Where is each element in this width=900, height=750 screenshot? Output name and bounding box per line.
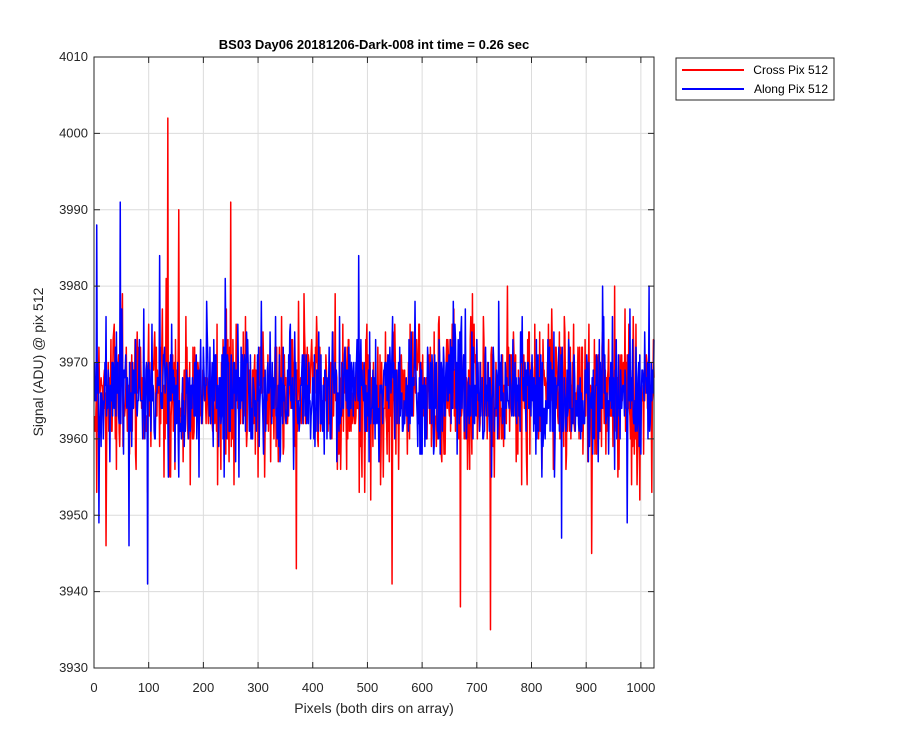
y-tick-labels: 3930 3940 3950 3960 3970 3980 3990 4000 4010 (59, 49, 88, 675)
x-tick-label: 400 (302, 680, 324, 695)
x-tick-label: 800 (521, 680, 543, 695)
legend-label-along-pix-512: Along Pix 512 (754, 82, 828, 96)
x-tick-label: 0 (90, 680, 97, 695)
x-tick-label: 500 (357, 680, 379, 695)
y-tick-label: 3940 (59, 584, 88, 599)
legend: Cross Pix 512 Along Pix 512 (675, 57, 835, 101)
y-tick-label: 3980 (59, 278, 88, 293)
x-tick-label: 900 (575, 680, 597, 695)
y-tick-label: 3960 (59, 431, 88, 446)
x-tick-label: 600 (411, 680, 433, 695)
y-tick-label: 3930 (59, 660, 88, 675)
x-tick-label: 100 (138, 680, 160, 695)
y-tick-label: 4010 (59, 49, 88, 64)
legend-label-cross-pix-512: Cross Pix 512 (753, 63, 828, 77)
x-tick-label: 300 (247, 680, 269, 695)
x-tick-label: 700 (466, 680, 488, 695)
x-tick-labels: 0 100 200 300 400 500 600 700 800 900 1000 (90, 680, 655, 695)
y-tick-label: 4000 (59, 125, 88, 140)
series-layer (93, 117, 655, 631)
x-axis-label: Pixels (both dirs on array) (294, 700, 454, 716)
x-tick-label: 200 (193, 680, 215, 695)
y-axis-label: Signal (ADU) @ pix 512 (30, 287, 46, 436)
legend-box (675, 57, 835, 101)
series-line-along-pix-512 (93, 201, 655, 585)
tick-marks (93, 56, 654, 669)
chart-title: BS03 Day06 20181206-Dark-008 int time = … (219, 37, 529, 52)
y-tick-label: 3950 (59, 507, 88, 522)
y-tick-label: 3990 (59, 202, 88, 217)
y-tick-label: 3970 (59, 355, 88, 370)
x-tick-label: 1000 (626, 680, 655, 695)
